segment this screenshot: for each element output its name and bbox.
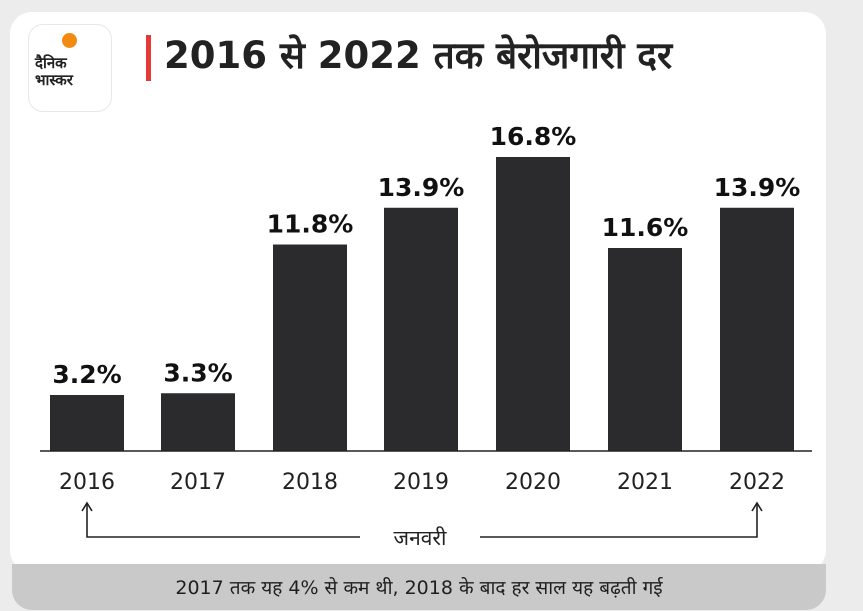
bar-2022	[720, 207, 794, 451]
bracket-right-line	[480, 503, 758, 538]
value-labels-group: 3.2% 3.3% 11.8% 13.9% 16.8% 11.6% 13.9%	[52, 122, 800, 389]
value-label-2019: 13.9%	[378, 173, 465, 202]
footer-note-bar: 2017 तक यह 4% से कम थी, 2018 के बाद हर स…	[12, 564, 826, 610]
value-label-2020: 16.8%	[490, 122, 577, 151]
x-tick-2018: 2018	[282, 470, 338, 495]
bar-2019	[384, 207, 458, 451]
x-tick-2020: 2020	[505, 470, 561, 495]
value-label-2021: 11.6%	[602, 213, 689, 242]
bracket-label: जनवरी	[394, 526, 448, 550]
value-label-2018: 11.8%	[267, 210, 354, 239]
x-tick-2016: 2016	[59, 470, 115, 495]
title-accent-bar	[146, 35, 151, 81]
bar-2021	[608, 248, 682, 451]
arrow-up-right-icon	[751, 501, 763, 512]
arrow-up-left-icon	[81, 501, 93, 512]
bracket-left-line	[86, 503, 360, 538]
bar-2018	[273, 244, 347, 451]
x-tick-labels-group: 2016 2017 2018 2019 2020 2021 2022	[59, 470, 785, 495]
bar-2016	[50, 395, 124, 451]
sun-icon	[62, 33, 77, 48]
chart-title: 2016 से 2022 तक बेरोजगारी दर	[164, 34, 673, 77]
x-tick-2019: 2019	[393, 470, 449, 495]
value-label-2022: 13.9%	[714, 173, 801, 202]
logo-line-2: भास्कर	[35, 71, 73, 89]
x-tick-2017: 2017	[170, 470, 226, 495]
value-label-2017: 3.3%	[163, 358, 232, 387]
logo-text: दैनिक भास्कर	[35, 55, 105, 89]
x-tick-2022: 2022	[729, 470, 785, 495]
x-tick-2021: 2021	[617, 470, 673, 495]
january-bracket	[81, 501, 763, 538]
bar-2017	[161, 393, 235, 451]
logo-line-1: दैनिक	[35, 54, 67, 72]
footer-note: 2017 तक यह 4% से कम थी, 2018 के बाद हर स…	[175, 577, 663, 599]
bar-2020	[496, 157, 570, 451]
dainik-bhaskar-logo: दैनिक भास्कर	[29, 25, 111, 111]
bars-group	[50, 157, 794, 451]
value-label-2016: 3.2%	[52, 360, 121, 389]
